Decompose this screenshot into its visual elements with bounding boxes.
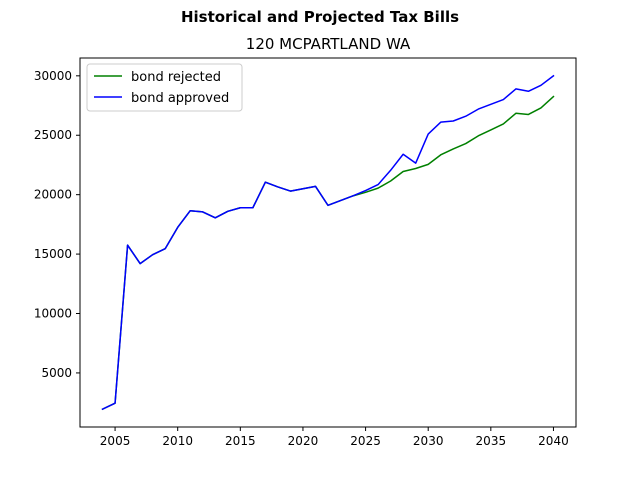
y-tick-label: 30000 xyxy=(34,69,72,83)
plot-frame xyxy=(79,57,577,428)
x-tick-label: 2015 xyxy=(225,434,256,448)
y-tick-label: 15000 xyxy=(34,247,72,261)
legend-box xyxy=(86,63,243,112)
x-tick-label: 2005 xyxy=(100,434,131,448)
x-tick-label: 2035 xyxy=(476,434,507,448)
series-line-bond-rejected xyxy=(101,95,555,411)
chart-title: 120 MCPARTLAND WA xyxy=(246,35,411,53)
y-tick-label: 20000 xyxy=(34,188,72,202)
series-line-bond-approved xyxy=(101,74,555,411)
legend-label-bond-approved: bond approved xyxy=(131,91,229,106)
x-tick-label: 2020 xyxy=(288,434,319,448)
x-tick-label: 2025 xyxy=(350,434,381,448)
legend: bond rejected bond approved xyxy=(86,63,243,112)
x-tick-label: 2040 xyxy=(538,434,569,448)
x-tick-label: 2010 xyxy=(162,434,193,448)
y-tick-label: 10000 xyxy=(34,307,72,321)
y-tick-label: 25000 xyxy=(34,128,72,142)
x-tick-label: 2030 xyxy=(413,434,444,448)
legend-label-bond-rejected: bond rejected xyxy=(131,70,221,85)
series-layer xyxy=(101,74,555,411)
y-tick-label: 5000 xyxy=(41,366,72,380)
y-axis: 5000 10000 15000 20000 25000 30000 xyxy=(34,69,80,380)
chart-suptitle: Historical and Projected Tax Bills xyxy=(181,8,459,26)
x-axis: 2005 2010 2015 2020 2025 2030 2035 2040 xyxy=(100,427,569,448)
